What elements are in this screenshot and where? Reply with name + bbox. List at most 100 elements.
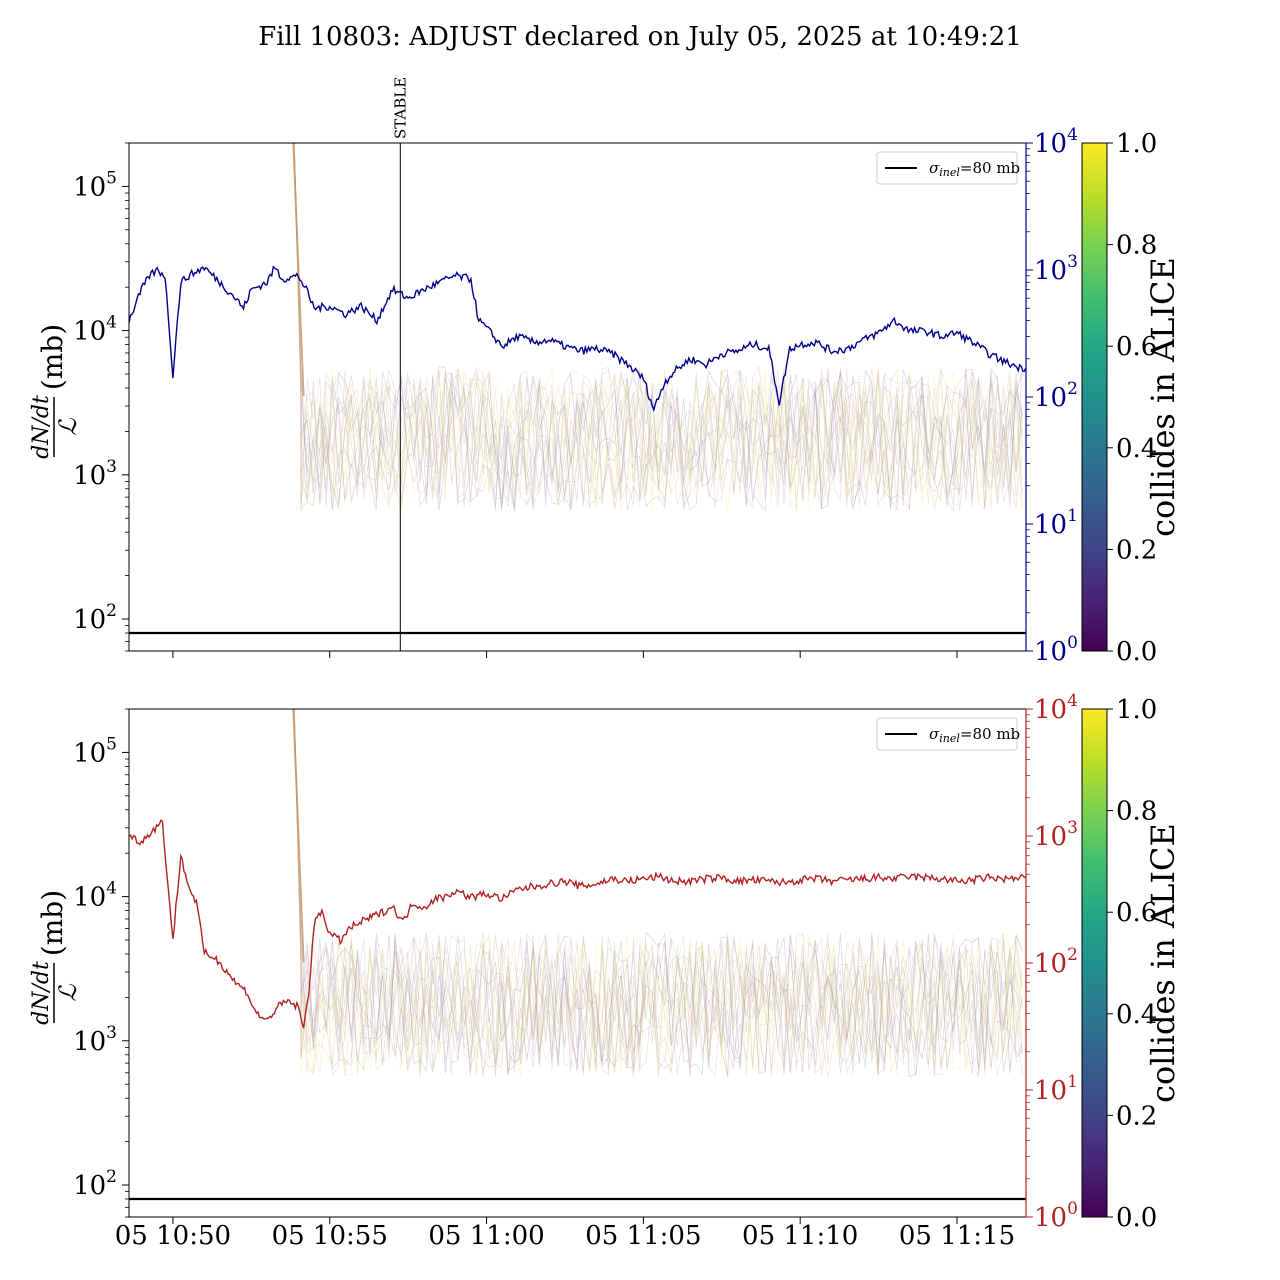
bunch-trace [293,143,1023,508]
chart-title: Fill 10803: ADJUST declared on July 05, … [258,22,1022,52]
colorbar-tick-label: 0.4 [1116,434,1157,464]
legend-label: σinel=80 mb [929,725,1020,745]
series-line [129,265,1026,413]
colorbar-tick-label: 0.2 [1116,535,1157,565]
top-panel: STABLE 102 103 104 105 100 101 102 103 104 σinel=8… [29,77,1078,667]
bunch-trace [293,709,1023,1077]
y2-tick-label: 101 [1034,1072,1078,1106]
colorbar-tick-label: 0.6 [1116,898,1157,928]
colorbar-label: collides in ALICE [1144,257,1182,537]
y-tick-label: 102 [73,1167,117,1201]
colorbar-tick-label: 0.0 [1116,637,1157,667]
x-tick-label: 05 11:15 [899,1221,1015,1251]
bunch-trace [293,709,1023,1077]
bunch-trace [293,709,1023,1077]
bunch-trace [293,143,1023,511]
colorbar-gradient [1081,142,1108,652]
y-tick-label: 103 [73,457,117,491]
y-label-numerator: dN/dt [29,961,54,1025]
y-tick-label: 105 [73,168,117,202]
legend-box [876,717,1018,751]
bunch-trace [293,709,1023,1077]
colorbar-gradient [1081,708,1108,1218]
y-label-denominator: ℒ [54,418,82,436]
colorbar-tick-label: 0.8 [1116,231,1157,261]
bunch-trace [293,143,1023,510]
bunch-trace [293,709,1023,1078]
y-tick-label: 104 [73,879,117,913]
bunch-trace [293,709,1023,1076]
colorbar-bottom: 0.0 0.2 0.4 0.6 0.8 1.0 collides in ALICE [1081,695,1182,1233]
y2-tick-label: 104 [1034,125,1078,159]
x-tick-label: 05 10:55 [272,1221,388,1251]
colorbar-tick-label: 0.0 [1116,1203,1157,1233]
y2-tick-label: 100 [1034,1199,1078,1233]
colorbar-tick-label: 1.0 [1116,695,1157,725]
bunch-trace [293,143,1023,510]
colorbar-tick-label: 0.4 [1116,1000,1157,1030]
bunch-trace [293,709,1023,1074]
bunch-trace [293,143,1023,510]
bunch-trace [293,709,1023,1077]
colorbar-tick-label: 0.8 [1116,797,1157,827]
colorbar-tick-label: 1.0 [1116,129,1157,159]
y2-tick-label: 103 [1034,252,1078,286]
bunch-trace [293,143,1023,511]
colorbar-top: 0.0 0.2 0.4 0.6 0.8 1.0 collides in ALICE [1081,129,1182,667]
colorbar-tick-label: 0.2 [1116,1101,1157,1131]
series-line [129,819,1026,1029]
y2-tick-label: 100 [1034,633,1078,667]
y-tick-label: 104 [73,313,117,347]
bunch-trace [293,709,1023,1077]
bunch-trace [293,709,1023,1076]
spike-trace [292,709,305,963]
bunch-trace [293,709,1023,1077]
y-axis-label: dN/dt ℒ (mb) [29,324,82,459]
x-tick-label: 05 10:50 [115,1221,231,1251]
spike-trace [292,143,305,397]
x-tick-label: 05 11:10 [742,1221,858,1251]
y-axis-label: dN/dt ℒ (mb) [29,890,82,1025]
bunch-trace [293,709,1023,1076]
y2-tick-label: 102 [1034,379,1078,413]
x-tick-label: 05 11:00 [428,1221,544,1251]
bunch-trace [293,143,1023,512]
y-label-numerator: dN/dt [29,395,54,459]
bunch-trace [293,143,1023,511]
bunch-trace [293,143,1023,512]
bunch-trace [293,709,1023,1078]
bunch-trace [293,143,1023,511]
x-tick-label: 05 11:05 [585,1221,701,1251]
plot-area [129,709,1026,1201]
legend-label: σinel=80 mb [929,159,1020,179]
bunch-trace [293,709,1023,1073]
bunch-trace [293,143,1023,511]
bunch-trace [293,143,1023,511]
bunch-trace [293,143,1023,511]
y-tick-label: 105 [73,734,117,768]
y-tick-label: 102 [73,601,117,635]
stable-marker-label: STABLE [391,77,409,139]
y-label-unit: (mb) [36,324,69,390]
y2-tick-label: 102 [1034,945,1078,979]
y2-tick-label: 104 [1034,691,1078,725]
bottom-panel: 102 103 104 105 100 101 102 103 104 05 10:50 05 10… [29,691,1078,1251]
bunch-trace [293,709,1023,1077]
colorbar-label: collides in ALICE [1144,823,1182,1103]
bunch-trace [293,709,1023,1077]
bunch-trace [293,143,1023,511]
bunch-trace [293,709,1023,1077]
y-label-denominator: ℒ [54,984,82,1002]
bunch-trace [293,143,1023,511]
y-tick-label: 103 [73,1023,117,1057]
y2-tick-label: 101 [1034,506,1078,540]
bunch-trace [293,143,1023,510]
y-label-unit: (mb) [36,890,69,956]
bunch-trace [293,143,1023,510]
legend-box [876,151,1018,185]
colorbar-tick-label: 0.6 [1116,332,1157,362]
plot-area [129,143,1026,635]
y2-tick-label: 103 [1034,818,1078,852]
bunch-trace [293,143,1023,511]
